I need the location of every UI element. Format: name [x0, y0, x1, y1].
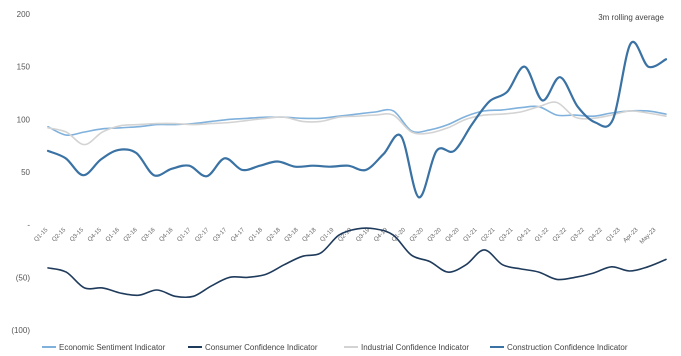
x-tick-label: Q1-16 — [105, 227, 122, 244]
x-tick-label: Q3-21 — [498, 227, 515, 244]
y-tick-label: 50 — [21, 168, 30, 177]
x-tick-label: Apr-23 — [623, 227, 640, 244]
x-tick-label: Q4-20 — [445, 227, 462, 244]
x-tick-label: Q1-21 — [463, 227, 480, 244]
x-tick-label: Q2-16 — [123, 227, 140, 244]
x-axis: Q1-15 Q2-15 Q3-15 Q4-15 Q1-16 Q2-16 Q3-16 Q4-16… — [33, 227, 658, 246]
x-tick-label: Q4-17 — [230, 227, 247, 244]
x-tick-label: Q2-21 — [480, 227, 497, 244]
x-tick-label: Q4-15 — [87, 227, 104, 244]
y-tick-label: (50) — [16, 273, 31, 282]
series-line-2 — [47, 227, 667, 299]
y-tick-label: 150 — [17, 63, 31, 72]
series-line-1 — [47, 105, 667, 137]
x-tick-label: Q1-22 — [534, 227, 551, 244]
legend: Economic Sentiment Indicator Consumer Con… — [42, 343, 628, 352]
legend-label: Economic Sentiment Indicator — [59, 343, 166, 352]
x-tick-label: Q3-17 — [212, 227, 229, 244]
x-tick-label: Q4-21 — [516, 227, 533, 244]
y-axis: 200 150 100 50 - (50) (100) — [11, 10, 30, 335]
x-tick-label: Q3-15 — [69, 227, 86, 244]
x-tick-label: Q3-18 — [284, 227, 301, 244]
x-tick-label: Q3-22 — [570, 227, 587, 244]
x-tick-label: Q3-20 — [427, 227, 444, 244]
series-layer — [46, 40, 668, 299]
rolling-average-note: 3m rolling average — [598, 13, 664, 22]
x-tick-label: Q1-23 — [606, 227, 623, 244]
x-tick-label: May-23 — [639, 227, 658, 246]
y-tick-label: (100) — [11, 326, 30, 335]
y-tick-label: 100 — [17, 115, 31, 124]
x-tick-label: Q4-18 — [302, 227, 319, 244]
series-line-3 — [47, 101, 667, 146]
x-tick-label: Q2-18 — [266, 227, 283, 244]
series-line-4 — [46, 40, 668, 199]
legend-label: Consumer Confidence Indicator — [205, 343, 318, 352]
x-tick-label: Q1-17 — [176, 227, 193, 244]
x-tick-label: Q2-17 — [194, 227, 211, 244]
x-tick-label: Q1-18 — [248, 227, 265, 244]
legend-label: Industrial Confidence Indicator — [361, 343, 469, 352]
x-tick-label: Q4-22 — [588, 227, 605, 244]
y-tick-label: - — [27, 221, 30, 230]
y-tick-label: 200 — [17, 10, 31, 19]
x-tick-label: Q2-22 — [552, 227, 569, 244]
x-tick-label: Q4-16 — [159, 227, 176, 244]
x-tick-label: Q3-16 — [141, 227, 158, 244]
x-tick-label: Q2-20 — [409, 227, 426, 244]
x-tick-label: Q2-15 — [51, 227, 68, 244]
x-tick-label: Q1-15 — [33, 227, 50, 244]
legend-label: Construction Confidence Indicator — [507, 343, 628, 352]
